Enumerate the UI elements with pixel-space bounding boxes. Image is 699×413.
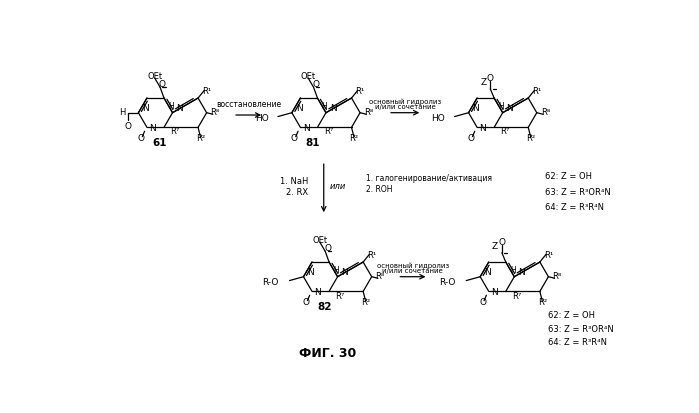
Text: O: O <box>302 299 310 307</box>
Text: N: N <box>143 104 149 113</box>
Text: N: N <box>330 104 337 113</box>
Text: O: O <box>468 134 475 143</box>
Text: N: N <box>473 104 480 113</box>
Text: Z: Z <box>492 242 498 251</box>
Text: R⁸: R⁸ <box>210 108 219 117</box>
Text: и/или сочетание: и/или сочетание <box>375 104 435 110</box>
Text: HO: HO <box>431 114 445 123</box>
Text: N: N <box>176 104 183 113</box>
Text: 2. ROH: 2. ROH <box>366 185 393 194</box>
Text: N: N <box>480 124 487 133</box>
Text: O: O <box>498 237 505 247</box>
Text: 1. галогенирование/активация: 1. галогенирование/активация <box>366 174 492 183</box>
Text: O: O <box>291 134 298 143</box>
Text: R⁷: R⁷ <box>500 128 510 136</box>
Text: ФИГ. 30: ФИГ. 30 <box>299 347 356 360</box>
Text: O: O <box>487 74 493 83</box>
Text: 61: 61 <box>152 138 166 148</box>
Text: N: N <box>315 288 321 297</box>
Text: 62: Z = OH: 62: Z = OH <box>549 311 596 320</box>
Text: R-O: R-O <box>262 278 279 287</box>
Text: 63: Z = R³OR⁴N: 63: Z = R³OR⁴N <box>545 188 610 197</box>
Text: H: H <box>510 266 516 275</box>
Text: 62: Z = OH: 62: Z = OH <box>545 172 591 181</box>
Text: основный гидролиз: основный гидролиз <box>377 263 449 269</box>
Text: R⁸: R⁸ <box>375 272 385 281</box>
Text: 81: 81 <box>305 138 320 148</box>
Text: R²: R² <box>526 134 535 142</box>
Text: O: O <box>125 122 132 131</box>
Text: N: N <box>518 268 525 278</box>
Text: R¹: R¹ <box>544 252 553 260</box>
Text: R¹: R¹ <box>202 88 211 96</box>
Text: R⁷: R⁷ <box>324 128 333 136</box>
Text: OEt: OEt <box>147 72 162 81</box>
Text: R¹: R¹ <box>532 88 541 96</box>
Text: восстановление: восстановление <box>216 100 281 109</box>
Text: R⁷: R⁷ <box>170 128 180 136</box>
Text: R⁷: R⁷ <box>336 292 345 301</box>
Text: N: N <box>296 104 303 113</box>
Text: R²: R² <box>196 134 205 142</box>
Text: 64: Z = R³R⁴N: 64: Z = R³R⁴N <box>545 203 604 212</box>
Text: N: N <box>308 268 314 277</box>
Text: N: N <box>342 268 348 278</box>
Text: N: N <box>507 104 513 113</box>
Text: N: N <box>491 288 498 297</box>
Text: O: O <box>479 299 486 307</box>
Text: 2. RX: 2. RX <box>286 188 308 197</box>
Text: N: N <box>303 124 310 133</box>
Text: N: N <box>150 124 156 133</box>
Text: O: O <box>312 80 319 89</box>
Text: или: или <box>330 182 346 191</box>
Text: основный гидролиз: основный гидролиз <box>369 98 441 105</box>
Text: H: H <box>322 102 327 111</box>
Text: R²: R² <box>361 298 370 307</box>
Text: H: H <box>498 102 504 111</box>
Text: 64: Z = R³R⁴N: 64: Z = R³R⁴N <box>549 338 607 347</box>
Text: R⁷: R⁷ <box>512 292 521 301</box>
Text: H: H <box>119 108 125 117</box>
Text: R²: R² <box>350 134 359 142</box>
Text: и/или сочетание: и/или сочетание <box>382 268 443 274</box>
Text: H: H <box>168 102 174 111</box>
Text: O: O <box>137 134 144 143</box>
Text: R⁸: R⁸ <box>552 272 561 281</box>
Text: H: H <box>333 266 339 275</box>
Text: 1. NaH: 1. NaH <box>280 178 308 187</box>
Text: R¹: R¹ <box>355 88 365 96</box>
Text: Z: Z <box>480 78 487 87</box>
Text: R⁸: R⁸ <box>364 108 373 117</box>
Text: HO: HO <box>255 114 268 123</box>
Text: R-O: R-O <box>439 278 455 287</box>
Text: R¹: R¹ <box>367 252 376 260</box>
Text: O: O <box>159 80 166 89</box>
Text: OEt: OEt <box>312 236 327 245</box>
Text: OEt: OEt <box>301 72 316 81</box>
Text: 63: Z = R³OR⁴N: 63: Z = R³OR⁴N <box>549 325 614 334</box>
Text: R⁸: R⁸ <box>540 108 550 117</box>
Text: O: O <box>324 244 331 253</box>
Text: N: N <box>484 268 491 277</box>
Text: R²: R² <box>538 298 547 307</box>
Text: 82: 82 <box>317 302 331 312</box>
